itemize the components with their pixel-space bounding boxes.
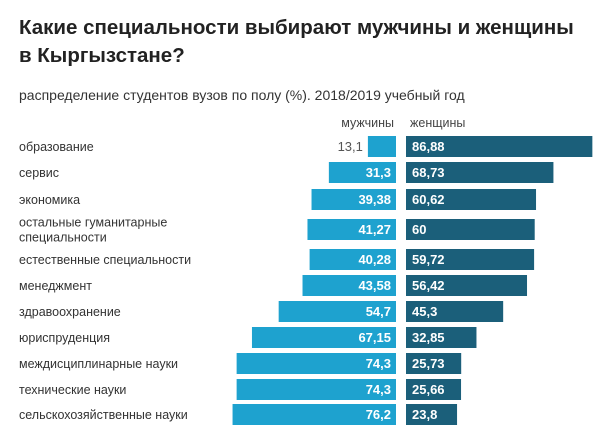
data-label-men: 74,3 xyxy=(366,356,391,371)
bar-men xyxy=(328,162,396,183)
data-label-men: 41,27 xyxy=(358,222,391,237)
category-label: юриспруденция xyxy=(19,331,110,345)
data-label-men: 54,7 xyxy=(366,304,391,319)
legend-men: мужчины xyxy=(341,116,394,130)
data-label-women: 60 xyxy=(412,222,426,237)
bar-women xyxy=(406,136,593,157)
data-label-women: 32,85 xyxy=(412,330,445,345)
bar-women xyxy=(406,327,477,348)
category-label: менеджмент xyxy=(19,279,92,293)
chart-subtitle: распределение студентов вузов по полу (%… xyxy=(19,87,465,103)
data-label-men: 76,2 xyxy=(366,407,391,422)
category-label: остальные гуманитарные xyxy=(19,216,167,230)
bar-women xyxy=(406,275,528,296)
data-label-men: 43,58 xyxy=(358,278,391,293)
bar-women xyxy=(406,353,462,374)
bar-women xyxy=(406,162,554,183)
category-label: естественные специальности xyxy=(19,253,191,267)
data-label-men: 74,3 xyxy=(366,382,391,397)
bar-men xyxy=(307,219,396,240)
data-label-women: 25,66 xyxy=(412,382,445,397)
data-label-women: 86,88 xyxy=(412,139,445,154)
data-label-men: 13,1 xyxy=(338,139,363,154)
category-label: образование xyxy=(19,140,94,154)
category-label: междисциплинарные науки xyxy=(19,357,178,371)
bar-women xyxy=(406,404,458,425)
bar-men xyxy=(309,249,396,270)
category-label: специальности xyxy=(19,231,107,245)
bar-women xyxy=(406,219,535,240)
data-label-women: 25,73 xyxy=(412,356,445,371)
bar-men xyxy=(236,379,396,400)
bar-women xyxy=(406,379,462,400)
bar-women xyxy=(406,249,535,270)
bar-men xyxy=(302,275,396,296)
data-label-men: 67,15 xyxy=(358,330,391,345)
legend-women: женщины xyxy=(410,116,465,130)
bar-women xyxy=(406,301,504,322)
data-label-women: 23,8 xyxy=(412,407,437,422)
category-label: сельскохозяйственные науки xyxy=(19,408,188,422)
category-label: экономика xyxy=(19,193,80,207)
data-label-women: 60,62 xyxy=(412,192,445,207)
bar-men xyxy=(278,301,396,322)
data-label-men: 40,28 xyxy=(358,252,391,267)
bar-men xyxy=(251,327,396,348)
data-label-men: 39,38 xyxy=(358,192,391,207)
bar-men xyxy=(367,136,396,157)
bar-men xyxy=(232,404,396,425)
bar-men xyxy=(236,353,396,374)
data-label-men: 31,3 xyxy=(366,165,391,180)
category-label: здравоохранение xyxy=(19,305,121,319)
category-label: сервис xyxy=(19,166,59,180)
bar-men xyxy=(311,189,396,210)
data-label-women: 56,42 xyxy=(412,278,445,293)
data-label-women: 59,72 xyxy=(412,252,445,267)
chart-title: Какие специальности выбирают мужчины и ж… xyxy=(19,16,574,67)
category-label: технические науки xyxy=(19,383,126,397)
data-label-women: 68,73 xyxy=(412,165,445,180)
bar-women xyxy=(406,189,537,210)
data-label-women: 45,3 xyxy=(412,304,437,319)
